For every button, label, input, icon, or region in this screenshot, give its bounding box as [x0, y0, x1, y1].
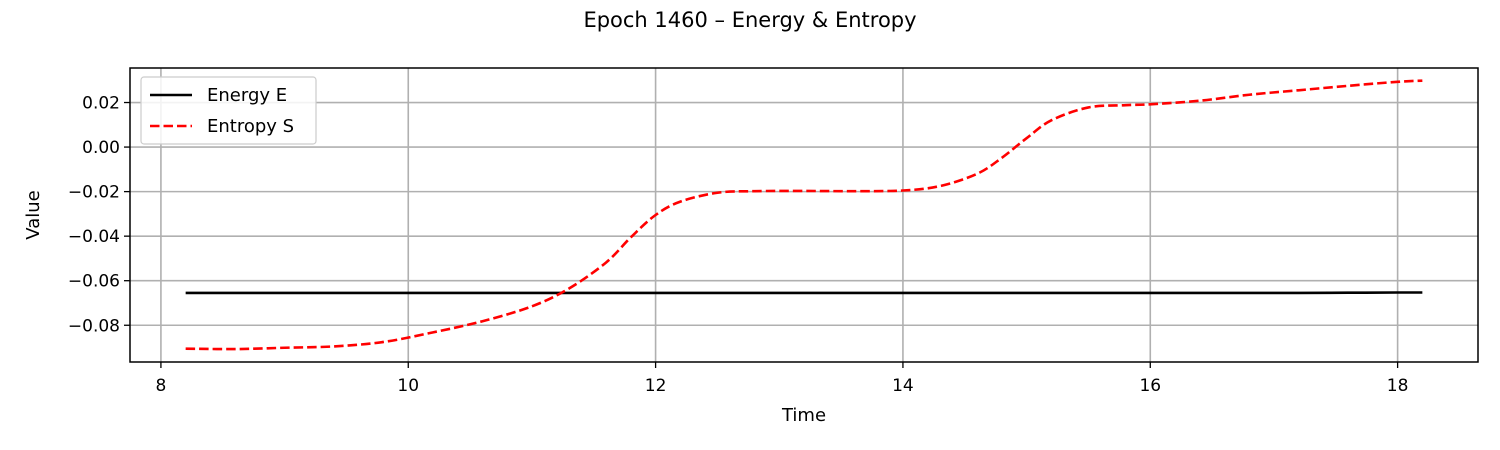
legend-label-entropy-s: Entropy S: [207, 116, 294, 137]
x-tick-label: 10: [397, 376, 419, 396]
chart-title: Epoch 1460 – Energy & Entropy: [583, 8, 916, 32]
y-tick-label: −0.04: [68, 227, 120, 247]
y-tick-label: −0.06: [68, 272, 120, 292]
x-tick-label: 16: [1139, 376, 1161, 396]
axis-ticks: 8 10 12 14 16 18 −0.08 −0.06 −0.04 −0.02 0.00 0.02: [68, 94, 1409, 396]
grid: [130, 68, 1478, 362]
x-tick-label: 18: [1387, 376, 1409, 396]
y-tick-label: −0.02: [68, 183, 120, 203]
x-tick-label: 14: [892, 376, 914, 396]
x-axis-label: Time: [781, 405, 826, 426]
y-tick-label: 0.00: [82, 138, 120, 158]
series-lines: [185, 79, 1423, 351]
y-tick-label: 0.02: [82, 94, 120, 114]
legend: Energy E Entropy S: [140, 76, 317, 145]
x-tick-label: 8: [156, 376, 167, 396]
legend-label-energy-e: Energy E: [207, 85, 287, 106]
series-line-entropy-s: [185, 79, 1423, 351]
y-axis-label: Value: [23, 190, 44, 239]
y-tick-label: −0.08: [68, 316, 120, 336]
plot-frame: [129, 67, 1479, 363]
x-tick-label: 12: [645, 376, 667, 396]
